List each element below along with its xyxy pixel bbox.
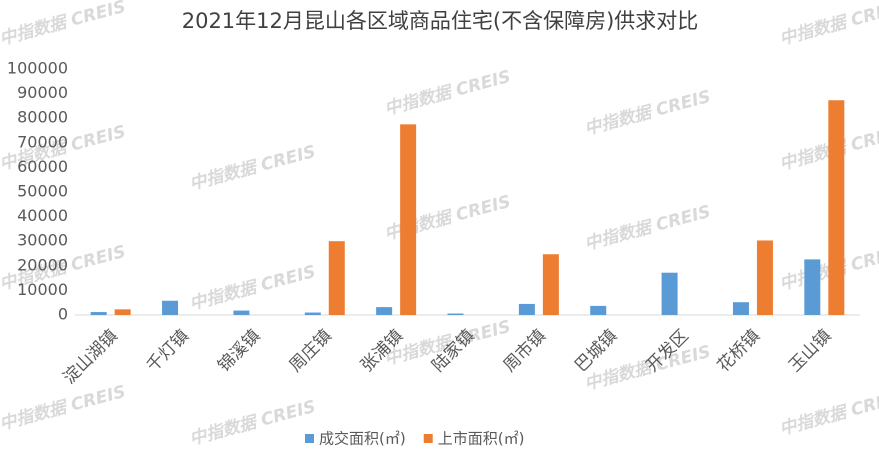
watermarks: 中指数据 CREIS 中指数据 CREIS 中指数据 CREIS 中指数据 CREIS… (0, 0, 879, 450)
bar (518, 303, 535, 315)
bar (542, 254, 559, 315)
legend-label: 成交面积(㎡) (319, 430, 406, 448)
x-tick-label: 锦溪镇 (214, 326, 264, 376)
y-tick-label: 20000 (17, 255, 68, 274)
bar (756, 240, 773, 315)
y-tick-label: 40000 (17, 206, 68, 225)
bar (590, 305, 607, 315)
y-tick-label: 30000 (17, 231, 68, 250)
bar (828, 100, 845, 315)
legend-swatch (305, 434, 314, 443)
bar (447, 313, 464, 315)
y-tick-label: 80000 (17, 108, 68, 127)
chart-title: 2021年12月昆山各区域商品住宅(不含保障房)供求对比 (182, 9, 699, 33)
bar (162, 300, 179, 315)
watermark: 中指数据 CREIS (582, 202, 712, 255)
watermark: 中指数据 CREIS (777, 242, 879, 295)
y-tick-label: 50000 (17, 182, 68, 201)
y-tick-label: 10000 (17, 280, 68, 299)
bar (304, 312, 321, 315)
watermark: 中指数据 CREIS (187, 262, 317, 315)
watermark: 中指数据 CREIS (0, 382, 128, 435)
watermark: 中指数据 CREIS (777, 387, 879, 440)
watermark: 中指数据 CREIS (777, 122, 879, 175)
watermark: 中指数据 CREIS (0, 0, 128, 50)
y-tick-label: 0 (58, 305, 68, 324)
bar (400, 124, 417, 315)
bar (328, 241, 345, 315)
watermark: 中指数据 CREIS (777, 0, 879, 50)
legend-label: 上市面积(㎡) (438, 430, 525, 448)
bar (376, 307, 393, 315)
watermark: 中指数据 CREIS (382, 67, 512, 120)
x-tick-label: 周庄镇 (286, 326, 336, 376)
x-tick-label: 玉山镇 (785, 326, 835, 376)
watermark: 中指数据 CREIS (187, 397, 317, 450)
x-tick-label: 淀山湖镇 (60, 326, 122, 388)
y-tick-label: 100000 (7, 59, 68, 78)
y-tick-label: 70000 (17, 132, 68, 151)
bar (732, 302, 749, 315)
bar (114, 309, 131, 315)
y-tick-label: 60000 (17, 157, 68, 176)
watermark: 中指数据 CREIS (582, 87, 712, 140)
x-tick-label: 花桥镇 (714, 326, 764, 376)
x-tick-label: 千灯镇 (143, 326, 193, 376)
watermark: 中指数据 CREIS (187, 142, 317, 195)
bar (661, 272, 678, 315)
bar (804, 259, 821, 315)
y-tick-label: 90000 (17, 83, 68, 102)
legend-swatch (423, 434, 433, 443)
bar (233, 310, 250, 315)
bar (90, 312, 107, 315)
